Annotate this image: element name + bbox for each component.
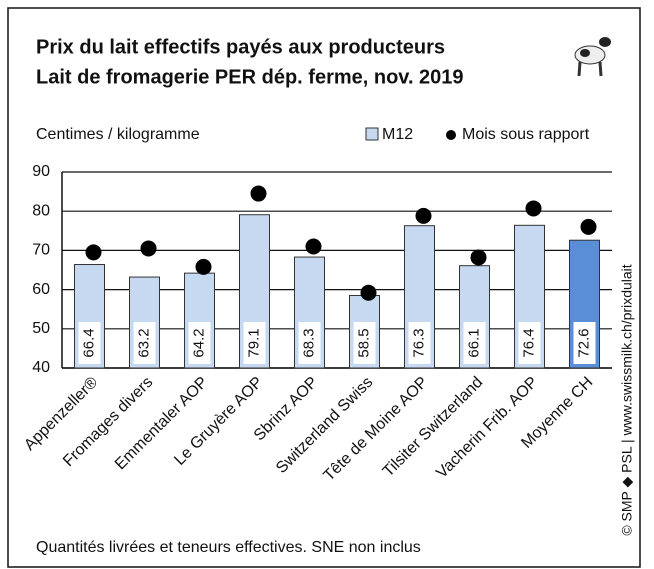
y-tick-label: 60	[32, 281, 50, 298]
value-label-box	[408, 322, 431, 364]
dot	[305, 238, 322, 255]
dot	[140, 240, 157, 257]
y-tick-label: 50	[32, 320, 50, 337]
dot	[360, 284, 377, 301]
dot	[415, 207, 432, 224]
y-tick-label: 40	[32, 359, 50, 376]
value-label: 63.2	[135, 328, 152, 357]
value-label: 66.1	[465, 328, 482, 357]
legend-label: M12	[382, 126, 413, 143]
legend-label: Mois sous rapport	[462, 126, 590, 143]
value-label: 58.5	[355, 328, 372, 357]
value-label: 68.3	[300, 328, 317, 357]
value-label: 66.4	[80, 328, 97, 357]
source: © SMP ◆ PSL | www.swissmilk.ch/prixdulai…	[619, 264, 635, 535]
dot	[250, 185, 267, 202]
dot	[525, 200, 542, 217]
dot	[580, 218, 597, 235]
value-label: 64.2	[190, 328, 207, 357]
value-label-box	[353, 322, 376, 364]
value-label-box	[573, 322, 596, 364]
value-label: 76.3	[410, 328, 427, 357]
value-label-box	[78, 322, 101, 364]
y-axis-label: Centimes / kilogramme	[36, 126, 200, 143]
dot	[195, 258, 212, 275]
cow-icon	[574, 37, 611, 77]
legend-swatch	[365, 127, 379, 141]
chart-title: Prix du lait effectifs payés aux product…	[36, 36, 445, 58]
value-label-box	[243, 322, 266, 364]
dot	[470, 249, 487, 266]
y-tick-label: 90	[32, 163, 50, 180]
footnote: Quantités livrées et teneurs effectives.…	[36, 539, 421, 556]
value-label: 79.1	[245, 328, 262, 357]
value-label: 72.6	[575, 328, 592, 357]
y-tick-label: 70	[32, 242, 50, 259]
dot	[85, 244, 102, 261]
chart-subtitle: Lait de fromagerie PER dép. ferme, nov. …	[36, 66, 464, 88]
value-label-box	[463, 322, 486, 364]
value-label-box	[188, 322, 211, 364]
value-label: 76.4	[520, 328, 537, 357]
value-label-box	[298, 322, 321, 364]
value-label-box	[518, 322, 541, 364]
y-tick-label: 80	[32, 202, 50, 219]
value-label-box	[133, 322, 156, 364]
legend-dot	[446, 130, 456, 140]
